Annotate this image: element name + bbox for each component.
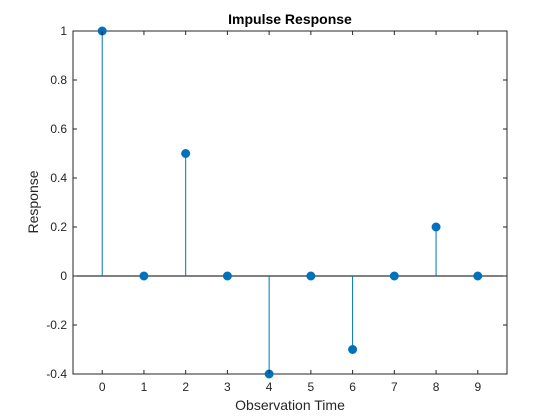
x-tick-label: 7 (391, 380, 398, 394)
stem-marker (389, 271, 399, 281)
x-tick-label: 0 (99, 380, 106, 394)
stem-marker (306, 271, 316, 281)
x-tick-label: 2 (182, 380, 189, 394)
y-tick-label: -0.4 (46, 367, 67, 381)
x-tick-label: 1 (141, 380, 148, 394)
y-tick-label: 1 (60, 24, 67, 38)
y-tick-label: -0.2 (46, 318, 67, 332)
x-tick-label: 8 (433, 380, 440, 394)
stem-marker (473, 271, 483, 281)
stems-layer (101, 31, 437, 374)
stem-marker (181, 149, 191, 158)
plot-area (72, 30, 508, 375)
y-tick-label: 0.8 (50, 73, 67, 87)
x-ticks: 0 1 2 3 4 5 6 7 8 9 (99, 31, 481, 394)
y-tick-label: 0.2 (50, 220, 67, 234)
x-tick-label: 5 (308, 380, 315, 394)
stem-marker (348, 345, 358, 354)
x-tick-label: 4 (266, 380, 273, 394)
x-tick-label: 6 (349, 380, 356, 394)
markers-layer (97, 26, 483, 379)
x-axis-label: Observation Time (235, 397, 345, 413)
x-tick-label: 9 (474, 380, 481, 394)
x-tick-label: 3 (224, 380, 231, 394)
y-tick-label: 0 (60, 269, 67, 283)
y-tick-label: 0.4 (50, 171, 67, 185)
stem-marker (222, 271, 232, 281)
y-ticks: -0.4 -0.2 0 0.2 0.4 0.6 0.8 1 (46, 24, 507, 381)
y-axis-label: Response (25, 170, 41, 233)
y-tick-label: 0.6 (50, 122, 67, 136)
chart-title: Impulse Response (228, 11, 352, 27)
stem-marker (431, 222, 441, 232)
stem-marker (139, 271, 149, 281)
